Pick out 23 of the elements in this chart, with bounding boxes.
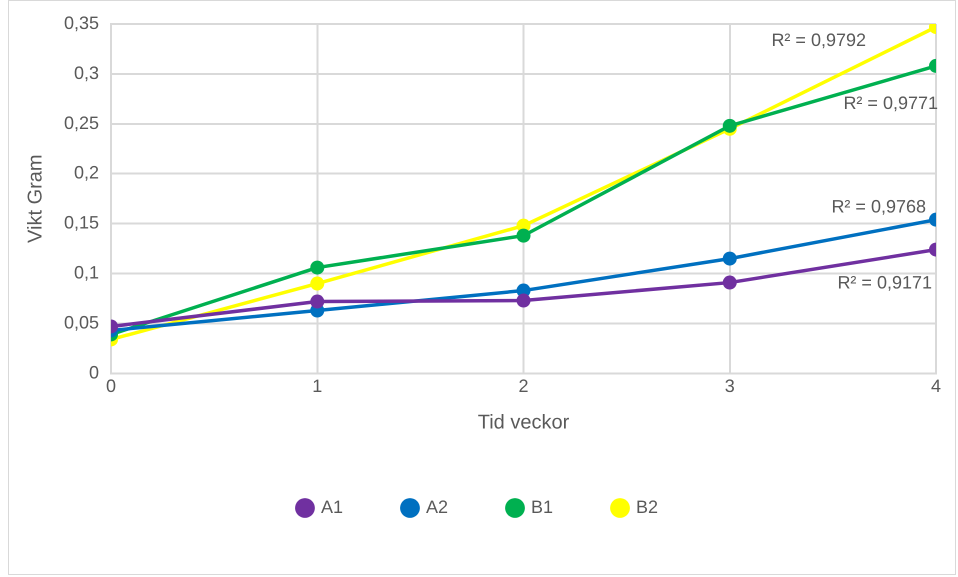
- legend-label: B2: [636, 496, 658, 517]
- legend-label: B1: [531, 496, 554, 517]
- legend-label: A2: [426, 496, 448, 517]
- y-tick-label: 0,05: [64, 312, 100, 332]
- y-tick-label: 0,2: [74, 162, 100, 183]
- annotation: R² = 0,9768: [831, 196, 926, 217]
- annotation: R² = 0,9771: [843, 92, 938, 113]
- x-tick-label: 3: [724, 376, 735, 396]
- x-axis-title: Tid veckor: [478, 412, 570, 434]
- y-tick-label: 0,3: [74, 62, 100, 83]
- x-tick-label: 4: [930, 376, 942, 396]
- legend-label: A1: [320, 496, 343, 517]
- x-tick-label: 2: [518, 376, 529, 396]
- y-tick-label: 0,35: [64, 12, 100, 33]
- y-tick-label: 0: [89, 362, 100, 382]
- x-tick-label: 0: [106, 376, 116, 396]
- y-tick-label: 0,1: [74, 262, 100, 283]
- annotation: R² = 0,9792: [771, 30, 866, 50]
- y-tick-label: 0,15: [64, 212, 100, 233]
- x-tick-label: 1: [312, 376, 322, 396]
- y-tick-label: 0,25: [64, 112, 100, 133]
- annotation: R² = 0,9171: [837, 272, 932, 293]
- y-axis-title: Vikt Gram: [24, 154, 47, 243]
